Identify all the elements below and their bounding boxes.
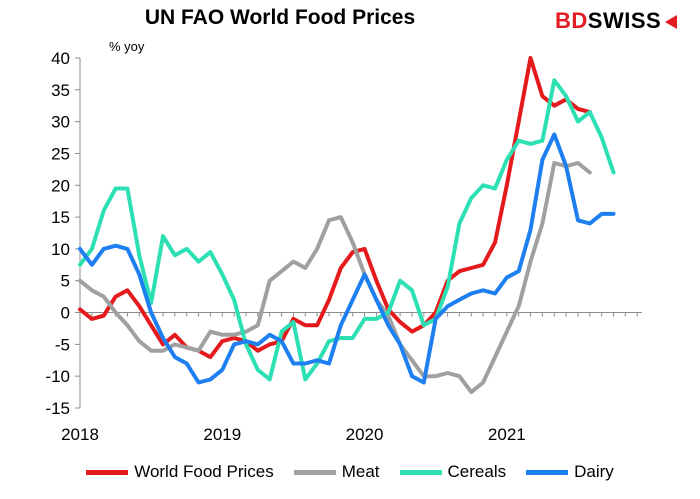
legend-item: Cereals <box>399 462 507 482</box>
y-tick-label: 30 <box>51 113 70 132</box>
x-tick-label: 2021 <box>488 425 526 444</box>
x-tick-label: 2020 <box>346 425 384 444</box>
brand-text-swiss: SWISS <box>587 8 662 33</box>
chart-title: UN FAO World Food Prices <box>144 6 416 29</box>
y-tick-label: 35 <box>51 81 70 100</box>
legend-item: Meat <box>293 462 380 482</box>
y-tick-label: 10 <box>51 240 70 259</box>
y-tick-label: 20 <box>51 176 70 195</box>
x-tick-label: 2019 <box>203 425 241 444</box>
y-axis-unit-label: % yoy <box>109 39 145 54</box>
y-tick-label: -15 <box>45 399 70 418</box>
y-tick-label: 25 <box>51 144 70 163</box>
x-tick-label: 2018 <box>61 425 99 444</box>
y-tick-label: 0 <box>61 304 70 323</box>
chart-legend: World Food Prices Meat Cereals Dairy <box>0 462 700 482</box>
legend-item: World Food Prices <box>86 462 274 482</box>
y-tick-label: 15 <box>51 208 70 227</box>
legend-label: Cereals <box>447 462 507 481</box>
y-tick-label: 40 <box>51 49 70 68</box>
legend-swatch <box>399 469 442 475</box>
y-tick-label: -5 <box>55 335 70 354</box>
brand-text-bd: BD <box>555 8 588 33</box>
series-line-cereals <box>78 78 616 382</box>
legend-label: Meat <box>341 462 380 481</box>
brand-logo: BDSWISS <box>555 8 678 34</box>
legend-item: Dairy <box>526 462 614 482</box>
brand-arrow-icon <box>665 15 678 30</box>
series-line-meat <box>78 161 592 395</box>
series-line-dairy <box>78 132 616 385</box>
legend-swatch <box>86 469 129 475</box>
legend-swatch <box>526 469 569 475</box>
legend-label: Dairy <box>574 462 614 481</box>
legend-swatch <box>293 469 336 475</box>
legend-label: World Food Prices <box>134 462 274 481</box>
y-tick-label: -10 <box>45 367 70 386</box>
y-tick-label: 5 <box>61 272 70 291</box>
